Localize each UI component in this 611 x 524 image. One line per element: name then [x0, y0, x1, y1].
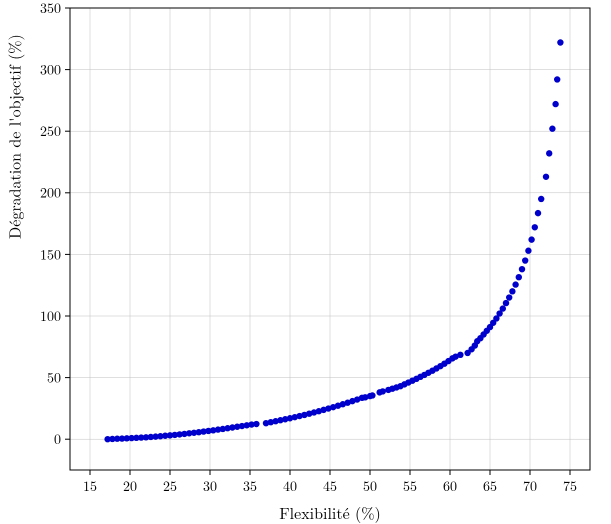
y-axis-label: Dégradation de l'objectif (%)	[3, 34, 26, 239]
x-tick-label: 40	[283, 476, 297, 496]
y-tick-label: 300	[40, 60, 61, 80]
y-tick-label: 50	[47, 368, 61, 388]
scatter-chart: 15 20 25 30 35 40 45 50 55 60 65 70 75 0 50 100 150 200 25…	[0, 0, 611, 521]
chart-svg: 15 20 25 30 35 40 45 50 55 60 65 70 75 0 50 100 150 200 25…	[0, 0, 611, 521]
x-tick-label: 20	[123, 476, 137, 496]
y-tick-label: 0	[54, 429, 61, 449]
x-tick-label: 75	[563, 476, 577, 496]
x-tick-label: 60	[443, 476, 457, 496]
y-tick-label: 200	[40, 183, 61, 203]
x-tick-label: 30	[203, 476, 217, 496]
x-tick-label: 35	[243, 476, 257, 496]
x-tick-label: 70	[523, 476, 537, 496]
x-tick-label: 45	[323, 476, 337, 496]
y-tick-label: 250	[40, 121, 61, 141]
x-tick-label: 65	[483, 476, 497, 496]
x-tick-label: 15	[83, 476, 97, 496]
x-tick-label: 50	[363, 476, 377, 496]
y-tick-label: 100	[40, 306, 61, 326]
y-tick-label: 350	[40, 0, 61, 18]
x-tick-label: 55	[403, 476, 417, 496]
y-tick-label: 150	[40, 244, 61, 264]
x-tick-label: 25	[163, 476, 177, 496]
